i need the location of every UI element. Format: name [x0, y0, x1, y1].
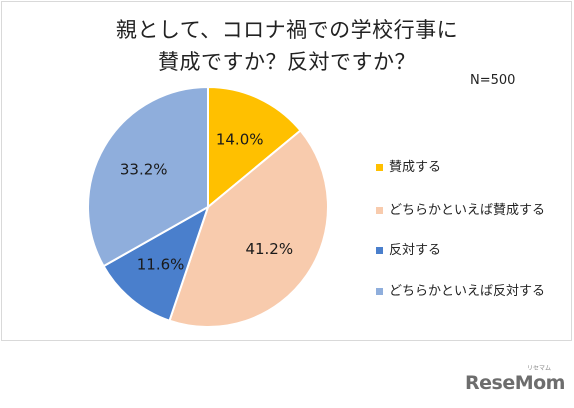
- legend-label: 反対する: [389, 243, 442, 258]
- legend-label: どちらかといえば反対する: [389, 284, 546, 299]
- legend-swatch: [376, 247, 383, 254]
- pie-slice-somewhat-approve: [168, 129, 329, 328]
- slice-label-somewhat-approve: 41.2%: [245, 240, 293, 258]
- legend-swatch: [376, 164, 383, 171]
- sample-size-label: N=500: [470, 73, 516, 88]
- slice-label-approve: 14.0%: [216, 131, 264, 149]
- chart-title-line2: 賛成ですか？反対ですか？: [158, 50, 416, 74]
- brand-logo: ReseMom: [465, 372, 565, 394]
- pie-slice-oppose: [102, 204, 210, 322]
- legend-swatch: [376, 288, 383, 295]
- legend-label: 賛成する: [389, 160, 442, 175]
- legend-label: どちらかといえば賛成する: [389, 203, 546, 218]
- pie-slice-somewhat-oppose: [87, 85, 209, 268]
- slice-label-oppose: 11.6%: [137, 255, 185, 273]
- brand-tagline: リセマム: [527, 365, 552, 372]
- slice-label-somewhat-oppose: 33.2%: [120, 161, 168, 179]
- pie-chart: 14.0% 41.2% 11.6% 33.2%: [87, 85, 329, 328]
- legend-swatch: [376, 207, 383, 214]
- chart-title-line1: 親として、コロナ禍での学校行事に: [115, 18, 459, 42]
- pie-slice-approve: [207, 85, 302, 210]
